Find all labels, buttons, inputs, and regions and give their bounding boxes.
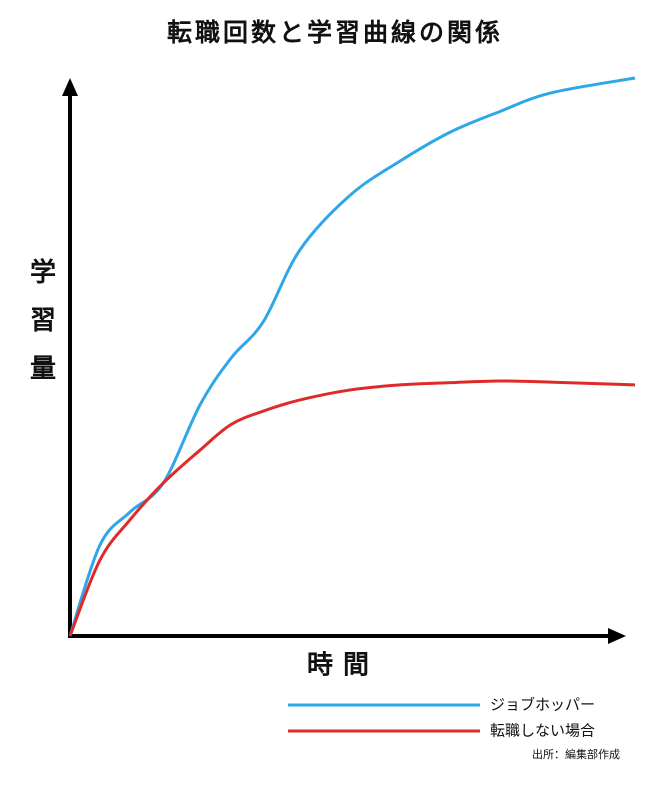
- x-axis-arrow: [608, 628, 626, 644]
- series-line: [68, 76, 636, 637]
- legend-label: 転職しない場合: [490, 722, 595, 740]
- source-note: 出所：編集部作成: [532, 747, 620, 761]
- y-axis-label: 学習量: [26, 257, 56, 402]
- legend-label: ジョブホッパー: [490, 696, 595, 714]
- chart-title: 転職回数と学習曲線の関係: [167, 18, 503, 47]
- x-axis-label: 時間: [307, 651, 379, 681]
- y-axis-arrow: [62, 78, 78, 96]
- series-line: [68, 379, 636, 637]
